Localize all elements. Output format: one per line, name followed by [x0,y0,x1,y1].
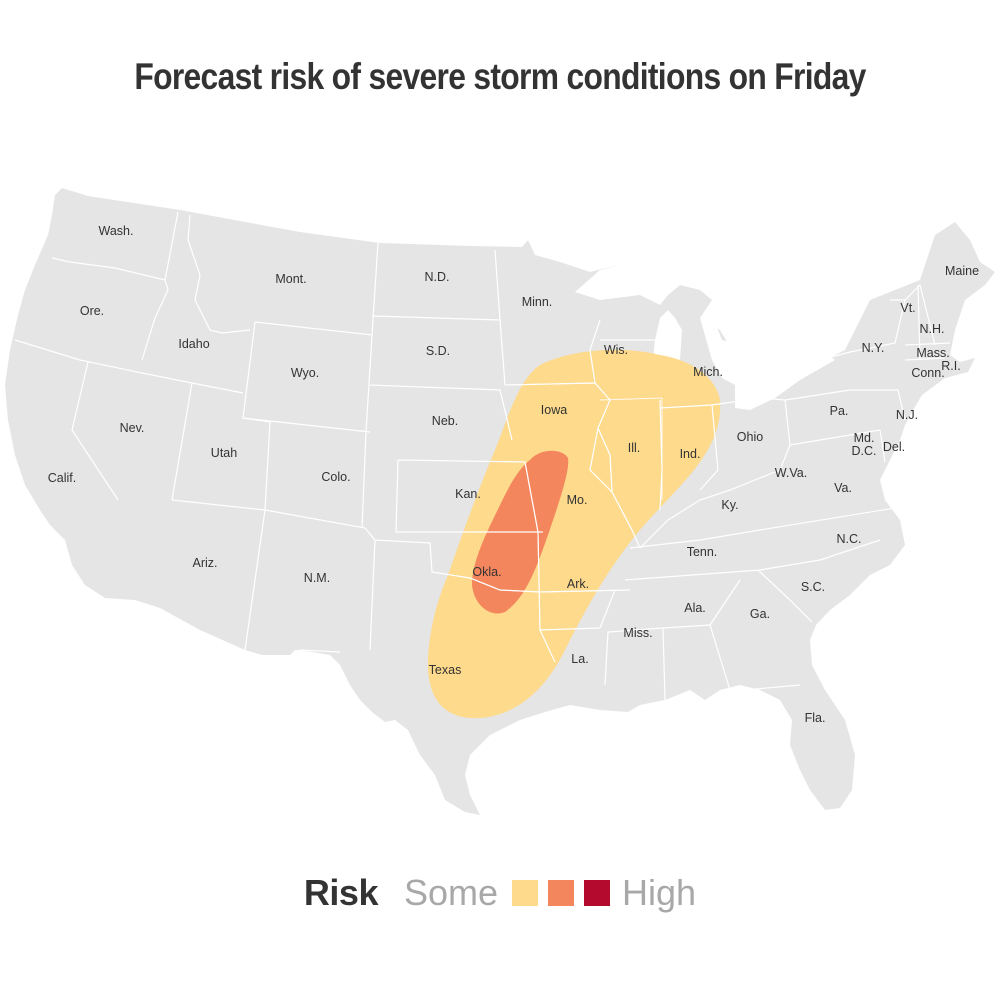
risk-state-borders [469,382,663,631]
state-label: Ky. [721,497,739,512]
state-label: Nev. [119,420,145,435]
state-label: Maine [944,263,980,278]
state-label: R.I. [941,358,961,373]
state-label: Va. [834,480,852,495]
state-label: W.Va. [774,465,808,480]
state-label: Del. [882,439,906,454]
state-label: Ala. [684,600,706,615]
state-label: Tenn. [686,544,718,559]
state-label: Wash. [98,223,134,238]
lake-superior [575,258,700,300]
state-label: Ore. [79,303,105,318]
legend: Risk Some High [0,872,1000,914]
state-label: D.C. [851,443,877,458]
risk-area-some [427,349,721,719]
state-label: Mont. [275,271,307,286]
state-label: Iowa [540,402,568,417]
legend-title: Risk [303,872,379,913]
state-label: N.C. [836,531,862,546]
lake-huron-erie [700,310,835,410]
legend-swatch-moderate [548,880,575,906]
state-label: Colo. [321,469,351,484]
state-label: Calif. [47,470,77,485]
state-label: Mich. [693,364,723,379]
state-label: Miss. [623,625,653,640]
state-label: Utah [210,445,238,460]
state-label: N.D. [424,269,450,284]
state-label: Neb. [431,413,459,428]
state-label: Conn. [911,365,945,380]
state-label: Mo. [566,492,588,507]
state-label: La. [571,651,589,666]
state-label: Ga. [749,606,771,621]
state-label: Pa. [829,403,849,418]
state-label: Ind. [679,446,701,461]
state-label: Wyo. [290,365,320,380]
state-label: N.J. [895,407,919,422]
state-label: S.C. [800,579,826,594]
state-label: Ark. [566,576,590,591]
map-title: Forecast risk of severe storm conditions… [134,56,866,97]
state-label: N.H. [919,321,945,336]
state-label: Ill. [627,440,641,455]
state-label: Kan. [455,486,481,501]
state-label: Vt. [900,300,916,315]
legend-low-label: Some [403,872,499,913]
state-label: Md. [853,430,875,445]
state-label: Minn. [521,294,553,309]
state-label: Idaho [178,336,210,351]
legend-high-label: High [622,872,697,913]
state-label: Wis. [603,342,629,357]
state-label: Ariz. [192,555,218,570]
legend-swatch-high [584,880,611,906]
state-label: Okla. [472,564,502,579]
state-label: N.Y. [861,340,885,355]
legend-swatch-some [512,880,539,906]
state-label: S.D. [425,343,451,358]
state-label: Ohio [736,429,764,444]
state-label: N.M. [303,570,331,585]
state-label: Fla. [804,710,826,725]
state-label: Mass. [916,345,950,360]
state-label: Texas [428,662,462,677]
